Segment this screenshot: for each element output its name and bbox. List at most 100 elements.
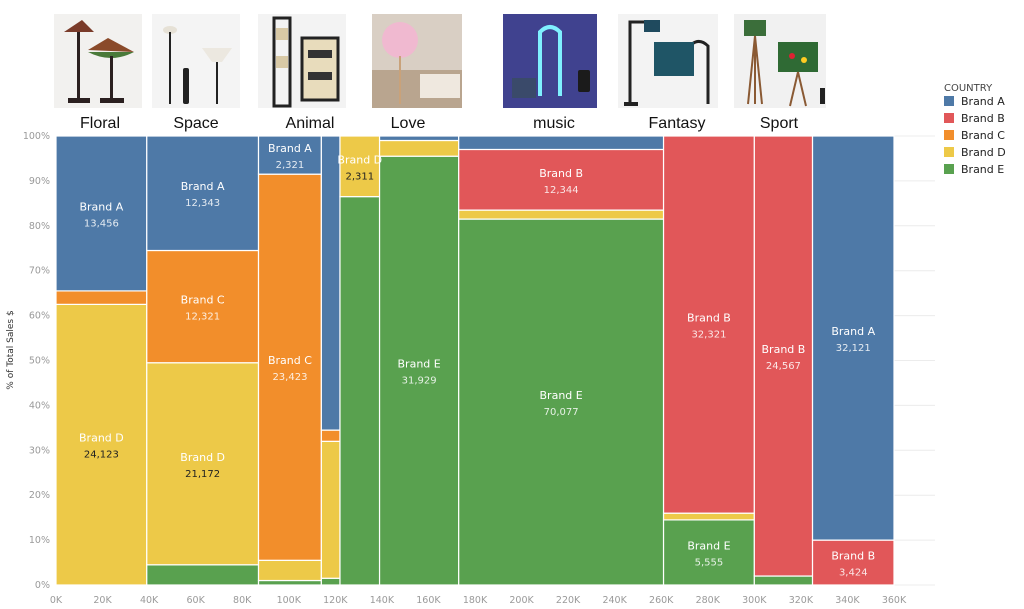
y-tick-label: 60%	[29, 311, 50, 322]
y-tick-label: 20%	[29, 490, 50, 501]
mosaic-segments	[55, 135, 895, 586]
x-tick-label: 180K	[463, 595, 488, 606]
segment-value: 3,424	[839, 568, 868, 579]
segment-value: 13,456	[84, 218, 119, 229]
segment-value: 31,929	[402, 376, 437, 387]
category-title-space: Space	[173, 115, 218, 132]
segment-brand-a	[458, 135, 665, 151]
segment-label: Brand E	[687, 539, 730, 552]
legend-swatch-brand-b	[944, 113, 954, 123]
legend-swatch-brand-e	[944, 164, 954, 174]
x-tick-label: 300K	[742, 595, 767, 606]
segment-brand-d	[320, 440, 341, 579]
segment-brand-e	[320, 577, 341, 586]
segment-brand-d	[339, 135, 381, 198]
segment-value: 5,555	[695, 557, 724, 568]
segment-brand-a	[55, 135, 148, 292]
segment-label: Brand B	[762, 343, 806, 356]
segment-brand-d	[458, 209, 665, 220]
segment-label: Brand D	[79, 432, 124, 445]
x-tick-label: 220K	[556, 595, 581, 606]
segment-brand-e	[339, 196, 381, 586]
x-tick-label: 280K	[696, 595, 721, 606]
x-tick-label: 40K	[140, 595, 159, 606]
segment-brand-e	[257, 579, 322, 586]
legend-label-brand-b: Brand B	[961, 112, 1005, 125]
x-tick-label: 20K	[93, 595, 112, 606]
segment-brand-e	[378, 155, 460, 586]
segment-value: 23,423	[272, 372, 307, 383]
y-tick-label: 50%	[29, 356, 50, 367]
legend-items: Brand A Brand B Brand C Brand D Brand E	[944, 95, 1006, 176]
segment-label: Brand E	[540, 389, 583, 402]
segment-label: Brand B	[539, 167, 583, 180]
category-title-animal: Animal	[286, 115, 335, 132]
floral-lamp-image	[54, 14, 142, 108]
y-axis-ticks: 0% 10% 20% 30% 40% 50% 60% 70% 80% 90% 100%	[23, 131, 50, 591]
category-title-sport: Sport	[760, 115, 799, 132]
segment-brand-d	[662, 512, 755, 521]
segment-label: Brand A	[181, 180, 225, 193]
segment-brand-a	[146, 135, 260, 252]
category-titles: Floral Space Animal Love music Fantasy S…	[80, 115, 799, 132]
segment-value: 21,172	[185, 469, 220, 480]
x-tick-label: 120K	[323, 595, 348, 606]
segment-brand-c	[146, 249, 260, 364]
segment-brand-d	[378, 139, 460, 157]
segment-brand-c	[55, 290, 148, 305]
x-tick-label: 160K	[416, 595, 441, 606]
segment-label: Brand A	[79, 200, 123, 213]
segment-value: 12,344	[544, 185, 579, 196]
animal-lamp-image	[258, 14, 346, 108]
product-images	[54, 14, 826, 108]
x-tick-label: 260K	[649, 595, 674, 606]
segment-brand-a	[257, 135, 322, 175]
love-lamp-image	[372, 14, 462, 108]
legend-swatch-brand-a	[944, 96, 954, 106]
category-title-floral: Floral	[80, 115, 120, 132]
x-tick-label: 340K	[835, 595, 860, 606]
y-tick-label: 40%	[29, 400, 50, 411]
category-title-love: Love	[391, 115, 426, 132]
segment-brand-d	[55, 303, 148, 586]
x-tick-label: 360K	[882, 595, 907, 606]
segment-value: 2,311	[345, 171, 374, 182]
segment-brand-e	[662, 519, 755, 586]
segment-brand-c	[257, 173, 322, 561]
segment-brand-a	[320, 135, 341, 431]
x-tick-label: 140K	[370, 595, 395, 606]
x-tick-label: 320K	[789, 595, 814, 606]
segment-label: Brand C	[268, 354, 312, 367]
segment-value: 12,321	[185, 312, 220, 323]
category-title-music: music	[533, 115, 575, 132]
x-tick-label: 0K	[50, 595, 63, 606]
y-axis-title: % of Total Sales $	[6, 310, 16, 389]
x-tick-label: 200K	[509, 595, 534, 606]
sport-lamp-image	[734, 14, 826, 108]
legend-label-brand-d: Brand D	[961, 146, 1006, 159]
segment-label: Brand D	[337, 153, 382, 166]
segment-value: 24,123	[84, 450, 119, 461]
category-title-fantasy: Fantasy	[649, 115, 706, 132]
segment-labels: Brand D 24,123 Brand A 13,456 Brand D 21,172 B…	[79, 142, 876, 578]
segment-brand-a	[811, 135, 895, 541]
segment-label: Brand A	[268, 142, 312, 155]
x-tick-label: 60K	[187, 595, 206, 606]
segment-brand-d	[257, 559, 322, 582]
segment-value: 32,321	[691, 330, 726, 341]
legend-label-brand-a: Brand A	[961, 95, 1005, 108]
segment-brand-e	[458, 218, 665, 586]
x-tick-label: 80K	[233, 595, 252, 606]
segment-brand-e	[146, 564, 260, 586]
segment-label: Brand E	[398, 358, 441, 371]
legend-swatch-brand-c	[944, 130, 954, 140]
segment-label: Brand B	[687, 312, 731, 325]
x-tick-label: 100K	[277, 595, 302, 606]
music-lamp-image	[503, 14, 597, 108]
legend-label-brand-c: Brand C	[961, 129, 1005, 142]
segment-label: Brand D	[180, 451, 225, 464]
segment-value: 32,121	[836, 343, 871, 354]
y-tick-label: 80%	[29, 221, 50, 232]
